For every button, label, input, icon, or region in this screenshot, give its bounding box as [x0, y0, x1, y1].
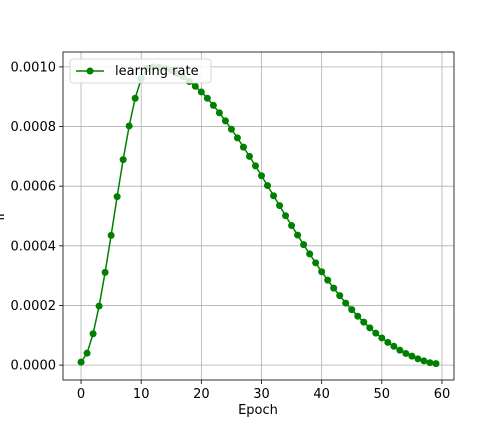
data-point	[366, 324, 374, 332]
data-point	[408, 352, 416, 360]
data-point	[324, 276, 332, 284]
data-point	[270, 192, 278, 200]
data-point	[426, 359, 434, 367]
data-point	[396, 346, 404, 354]
data-point	[107, 231, 115, 239]
y-axis-label: lr	[0, 211, 8, 221]
data-point	[227, 125, 235, 133]
data-point	[336, 292, 344, 300]
x-tick-label: 60	[434, 387, 451, 402]
data-point	[125, 122, 133, 130]
data-point	[215, 109, 223, 117]
data-point	[83, 349, 91, 357]
data-point	[251, 162, 259, 170]
y-tick-label: 0.0006	[11, 180, 57, 195]
y-tick-label: 0.0002	[11, 299, 57, 314]
data-point	[372, 329, 380, 337]
legend-label: learning rate	[115, 64, 199, 79]
data-point	[348, 306, 356, 314]
data-point	[378, 334, 386, 342]
data-point	[312, 259, 320, 267]
data-point	[414, 355, 422, 363]
data-point	[342, 299, 350, 307]
x-tick-label: 30	[253, 387, 270, 402]
data-point	[318, 268, 326, 276]
data-point	[101, 268, 109, 276]
data-point	[197, 88, 205, 96]
data-point	[77, 358, 85, 366]
data-point	[276, 202, 284, 210]
y-tick-label: 0.0010	[11, 60, 57, 75]
plot-frame	[62, 51, 455, 381]
data-point	[300, 241, 308, 249]
data-point	[288, 222, 296, 230]
data-point	[360, 318, 368, 326]
data-point	[233, 134, 241, 142]
data-point	[209, 101, 217, 109]
data-point	[330, 284, 338, 292]
data-point	[390, 342, 398, 350]
data-point	[95, 302, 103, 310]
y-tick-label: 0.0004	[11, 239, 57, 254]
data-point	[402, 349, 410, 357]
y-tick-label: 0.0008	[11, 120, 57, 135]
data-point	[264, 182, 272, 190]
plot-background	[63, 52, 454, 380]
legend-marker	[86, 67, 94, 75]
data-point	[113, 193, 121, 201]
data-point	[221, 117, 229, 125]
data-point	[119, 156, 127, 164]
x-axis-ticks: 0 10 20 30 40 50 60	[77, 380, 450, 402]
y-axis-ticks: 0.0000 0.0002 0.0004 0.0006 0.0008 0.0010	[11, 60, 63, 374]
data-point	[282, 212, 290, 220]
legend-box	[69, 58, 212, 84]
data-point	[432, 360, 440, 368]
x-tick-label: 0	[77, 387, 85, 402]
data-point	[384, 338, 392, 346]
x-axis-label: Epoch	[238, 403, 278, 418]
x-tick-label: 50	[374, 387, 391, 402]
data-point	[420, 357, 428, 365]
x-tick-label: 40	[313, 387, 330, 402]
data-point	[203, 94, 211, 102]
data-point	[354, 312, 362, 320]
data-point	[131, 94, 139, 102]
x-tick-label: 20	[193, 387, 210, 402]
data-point	[258, 172, 266, 180]
data-point	[306, 250, 314, 258]
data-point	[239, 143, 247, 151]
data-point	[89, 330, 97, 338]
data-point	[245, 152, 253, 160]
y-tick-label: 0.0000	[11, 359, 57, 374]
data-point	[191, 82, 199, 90]
x-tick-label: 10	[133, 387, 150, 402]
data-point	[294, 231, 302, 239]
legend: learning rate	[69, 58, 212, 84]
